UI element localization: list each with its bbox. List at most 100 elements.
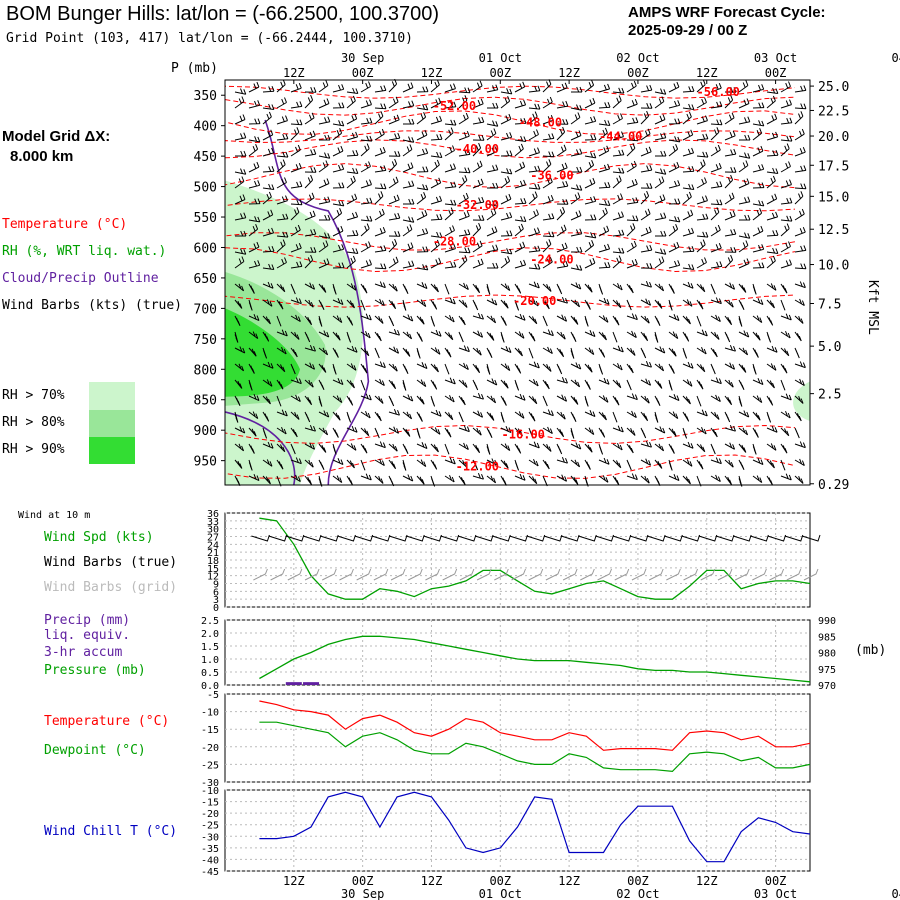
wind-barb (388, 132, 401, 141)
wind-barb (598, 331, 607, 341)
wind-barb (598, 199, 611, 206)
wind-barb (570, 475, 579, 485)
wind-barb (724, 345, 736, 352)
wind-barb (248, 224, 259, 237)
wind-barb (458, 247, 471, 254)
wind-barb (794, 427, 800, 439)
wind-barb (640, 226, 652, 237)
wind-barb-true (320, 534, 339, 542)
wind-barb (234, 395, 241, 407)
wind-barb (332, 427, 339, 438)
wind-barb (430, 177, 442, 189)
wind-barb (598, 411, 607, 421)
wind-barb (612, 283, 623, 291)
wind-barb-true (251, 534, 270, 542)
wind-barb (262, 361, 274, 369)
wind-barb (444, 331, 454, 341)
wind-barb (570, 411, 577, 423)
wind-barb (416, 209, 428, 221)
wind-barb (276, 213, 289, 221)
wind-barb (598, 119, 611, 126)
wind-barb (486, 200, 499, 207)
wind-barb (276, 283, 286, 293)
wind-barb (332, 347, 339, 358)
wind-barb (739, 214, 751, 221)
wind-barb (528, 245, 541, 253)
wind-barb (416, 166, 429, 173)
wind-barb (738, 443, 747, 453)
wind-barb (598, 225, 610, 237)
wind-barb-true (595, 534, 615, 542)
wind-barb (332, 283, 337, 295)
wind-barb (794, 245, 807, 253)
wind-barb (248, 443, 255, 454)
pressure-tick-label: 850 (194, 394, 217, 409)
wind-barb (766, 87, 779, 94)
wind-barb (570, 192, 581, 205)
wind-barb (668, 224, 679, 237)
wind-barb (472, 222, 482, 237)
wind-barb (416, 264, 429, 271)
wind-barb (402, 394, 414, 402)
wind-barb (346, 87, 359, 94)
wind-barb (444, 347, 452, 358)
wind-barb (360, 259, 372, 269)
wind-barb (626, 143, 636, 157)
wind-barb (346, 167, 359, 174)
wind-barb (374, 103, 387, 110)
time-date-label: 02 Oct (616, 887, 659, 900)
wind-barb (487, 182, 499, 189)
wind-barb (794, 263, 807, 270)
wind-barb (500, 168, 513, 175)
wind-barb (514, 215, 527, 222)
wind-barb (332, 128, 343, 141)
wind-barb (430, 329, 442, 337)
wind-barb (570, 362, 582, 370)
wind10m-panel-y-tick-label: 3 (213, 595, 219, 606)
grid-point-label: Grid Point (103, 417) lat/lon = (-66.244… (6, 31, 413, 46)
precip-pressure-panel-y-tick-label: 0.5 (201, 668, 219, 679)
rh-level-90-swatch (89, 437, 135, 464)
wind-barb (752, 102, 765, 109)
pressure-y-tick-label: 970 (818, 681, 836, 692)
time-date-label: 30 Sep (341, 51, 384, 65)
wind-barb (724, 379, 734, 388)
wind-barb (402, 283, 409, 295)
wind-barb (598, 182, 611, 189)
wind-barb (626, 135, 639, 142)
wind-barb-grid (648, 568, 664, 581)
wind-barb (542, 299, 550, 310)
wind-barb-true (767, 534, 787, 542)
wind-barb (598, 377, 610, 385)
time-tick-label: 00Z (489, 874, 511, 888)
wind-barb (276, 315, 282, 327)
wind-barb (332, 208, 343, 221)
wind-barb (710, 101, 723, 109)
wind-barb (654, 248, 667, 255)
wind-barb (248, 81, 260, 93)
wind-barb (738, 232, 751, 239)
wind-barb-true (646, 534, 666, 542)
cross-section-panel: -56.00 -52.00 -48.00 -44.00 -40.00 -36.00 -32.… (194, 78, 849, 493)
wind-barb (584, 134, 597, 141)
temperature-contour-label: -32.00 (456, 198, 499, 212)
wind-barb (346, 113, 358, 125)
wind-barb (248, 459, 253, 471)
wind-barb (444, 127, 454, 141)
wind-barb (472, 379, 479, 391)
wind-barb (612, 345, 624, 353)
wind-barb (500, 248, 513, 255)
wind-barb (626, 379, 632, 391)
wind-barb (332, 458, 344, 466)
wind-barb (724, 228, 737, 237)
wind-barb (598, 395, 609, 403)
wind-barb (360, 241, 371, 253)
wind-barb (234, 194, 246, 205)
wind-barbs-grid-label: Wind Barbs (grid) (44, 580, 178, 595)
wind-barb (444, 83, 456, 93)
wind-barb (402, 260, 415, 269)
wind-barb (780, 443, 788, 454)
wind-barb (234, 176, 245, 189)
wind-barb (248, 161, 260, 173)
wind-barb (514, 347, 523, 357)
